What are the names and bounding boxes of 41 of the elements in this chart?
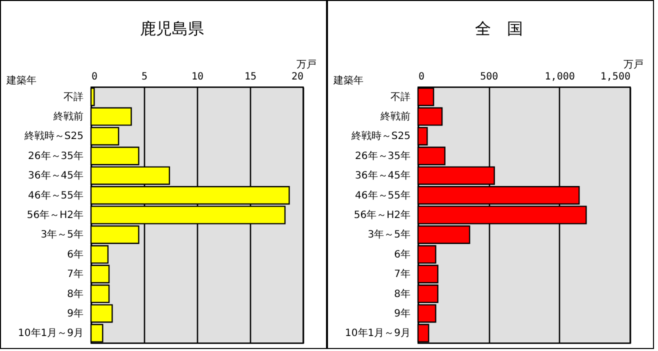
y-tick-label: 6年 [394,248,410,260]
y-tick-label: 終戦前 [380,110,410,123]
y-tick-label: 9年 [394,307,410,320]
y-axis-title: 建築年 [6,74,36,86]
y-tick-label: 不詳 [390,90,410,103]
y-tick-label: 8年 [394,288,410,300]
x-tick-label: 15 [244,72,257,82]
y-tick-label: 不詳 [64,90,84,103]
y-tick-label: 46年～55年 [28,189,84,202]
y-tick-label: 56年～H2年 [354,209,410,221]
x-tick-label: 1,500 [600,72,630,82]
x-tick-label: 0 [418,72,425,82]
y-tick-label: 26年～35年 [28,150,84,162]
y-tick-label: 36年～45年 [28,170,84,182]
y-tick-label: 8年 [67,288,84,300]
y-axis-title: 建築年 [332,74,364,86]
y-tick-label: 終戦前 [52,110,84,123]
y-tick-label: 終戦時～S25 [23,130,84,142]
y-tick-label: 46年～55年 [355,189,410,202]
chart-title: 鹿児島県 [140,19,204,38]
y-tick-label: 56年～H2年 [26,209,84,221]
x-axis-title: 万戸 [296,60,316,70]
x-tick-label: 500 [480,72,498,82]
x-tick-label: 10 [191,72,204,82]
y-tick-label: 3年～5年 [40,228,84,241]
x-axis-title: 万戸 [624,60,644,70]
x-tick-label: 20 [291,72,304,82]
x-tick-label: 0 [92,72,98,82]
y-tick-label: 10年1月～9月 [18,327,84,340]
y-tick-label: 26年～35年 [355,150,410,162]
y-tick-label: 3年～5年 [368,228,410,241]
x-tick-label: 5 [141,72,148,82]
y-tick-label: 7年 [394,268,410,280]
y-tick-label: 36年～45年 [355,170,410,182]
y-tick-label: 6年 [67,248,84,260]
x-tick-label: 1,000 [544,72,575,82]
y-tick-label: 9年 [67,307,84,320]
y-tick-label: 終戦時～S25 [350,130,410,142]
y-tick-label: 7年 [67,268,84,280]
y-tick-label: 10年1月～9月 [345,327,410,340]
chart-title: 全 国 [475,19,523,38]
